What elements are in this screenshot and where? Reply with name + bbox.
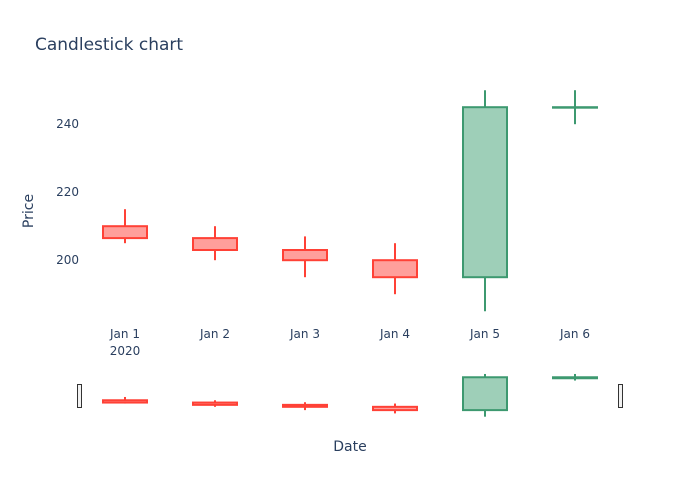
y-tick-label: 220 [56, 185, 79, 199]
candle-body [462, 106, 508, 279]
x-tick-label: Jan 2 [199, 327, 230, 341]
x-tick-label: Jan 1 [109, 327, 140, 341]
mini-candle-body [282, 403, 328, 408]
candle-body [102, 225, 148, 240]
candle-body [282, 249, 328, 262]
y-axis: 200 220 240 [56, 117, 79, 267]
mini-candle [372, 403, 418, 414]
mini-candle-body [102, 399, 148, 404]
y-tick-label: 240 [56, 117, 79, 131]
range-slider-left-handle[interactable] [77, 384, 82, 408]
range-slider[interactable] [77, 372, 623, 418]
candle[interactable] [102, 209, 148, 244]
y-axis-title: Price [21, 194, 37, 228]
mini-candle [462, 373, 508, 417]
x-tick-label: Jan 5 [469, 327, 500, 341]
mini-candle-body [372, 405, 418, 412]
x-year-label: 2020 [110, 344, 141, 358]
range-slider-right-handle[interactable] [618, 384, 623, 408]
x-tick-label: Jan 6 [559, 327, 590, 341]
mini-candle [192, 400, 238, 407]
mini-candle-body [552, 376, 598, 380]
chart-title: Candlestick chart [35, 35, 183, 55]
candle[interactable] [462, 90, 508, 312]
candle[interactable] [192, 226, 238, 261]
candles [102, 90, 598, 312]
x-axis: Jan 1 Jan 2 Jan 3 Jan 4 Jan 5 Jan 6 [109, 327, 590, 341]
mini-candle [552, 373, 598, 381]
y-tick-label: 200 [56, 253, 79, 267]
mini-candle-body [462, 376, 508, 412]
mini-candle [102, 396, 148, 404]
mini-candle [282, 402, 328, 411]
x-axis-title: Date [333, 439, 366, 455]
candle[interactable] [282, 236, 328, 278]
candle-body [372, 259, 418, 279]
candle[interactable] [372, 243, 418, 295]
candle[interactable] [552, 90, 598, 125]
x-tick-label: Jan 3 [289, 327, 320, 341]
candle-body [192, 237, 238, 252]
x-tick-label: Jan 4 [379, 327, 410, 341]
candle-body [552, 106, 598, 109]
range-slider-bg [80, 372, 620, 418]
mini-candle-body [192, 401, 238, 406]
